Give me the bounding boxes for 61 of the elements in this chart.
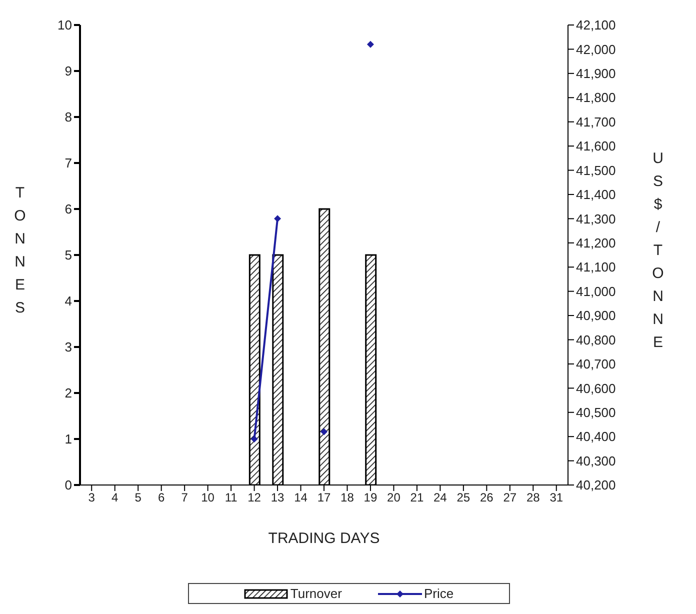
y-axis-title: TONNES — [14, 184, 26, 316]
x-tick-label: 20 — [387, 490, 401, 505]
x-tick-label: 26 — [480, 490, 494, 505]
x-tick-label: 21 — [410, 490, 424, 505]
y2-tick-label: 41,200 — [576, 236, 616, 251]
text: US$/TONNE — [652, 150, 664, 351]
y2-tick-label: 41,000 — [576, 284, 616, 299]
y2-tick-label: 41,400 — [576, 187, 616, 202]
y2-tick-label: 40,500 — [576, 404, 616, 420]
y-tick-label: 10 — [58, 18, 72, 33]
x-tick-label: 13 — [270, 490, 285, 505]
x-tick-label: 10 — [201, 490, 215, 505]
y-tick-label: 6 — [64, 202, 72, 217]
x-tick-label: 18 — [340, 490, 354, 505]
y2-tick-label: 42,000 — [576, 42, 616, 57]
legend-label: Price — [422, 586, 454, 601]
point — [366, 40, 374, 48]
y2-tick-label: 41,700 — [576, 114, 616, 130]
x-tick-label: 12 — [248, 490, 262, 505]
x-tick-label: 24 — [434, 490, 448, 505]
x-tick-label: 17 — [317, 490, 331, 505]
x-tick-label: 3 — [88, 490, 96, 505]
y-tick-label: 9 — [64, 64, 72, 79]
y2-tick-label: 41,500 — [576, 162, 616, 178]
y-tick-label: 7 — [64, 156, 72, 171]
y-tick-label: 2 — [64, 386, 72, 401]
point — [274, 215, 282, 222]
x-tick-label: 4 — [112, 490, 119, 505]
x-tick-label: 5 — [134, 490, 142, 505]
x-tick-label: 6 — [158, 490, 165, 505]
y2-tick-label: 41,800 — [576, 90, 616, 106]
y2-tick-label: 41,900 — [576, 66, 616, 82]
y2-tick-label: 40,600 — [576, 380, 616, 396]
y-tick-label: 3 — [64, 340, 72, 355]
y2-tick-label: 40,200 — [576, 478, 616, 493]
x-tick-label: 28 — [526, 490, 540, 505]
y-tick-label: 5 — [64, 248, 72, 263]
y2-tick-label: 40,900 — [576, 308, 616, 324]
y2-tick-label: 41,100 — [576, 260, 616, 275]
point — [250, 436, 258, 442]
y-tick-label: 8 — [64, 110, 72, 125]
y2-tick-label: 40,800 — [576, 332, 616, 348]
x-tick-label: 25 — [456, 490, 470, 505]
x-axis-title: TRADING DAYS — [268, 530, 380, 547]
x-tick-label: 14 — [294, 490, 308, 505]
x-tick-label: 7 — [181, 490, 188, 505]
y2-tick-label: 40,700 — [576, 356, 616, 372]
y-tick-label: 1 — [64, 432, 72, 447]
y2-tick-label: 40,300 — [576, 453, 616, 468]
x-tick-label: 19 — [364, 490, 378, 505]
legend-label: Turnover — [289, 586, 342, 601]
point — [320, 428, 328, 436]
y-tick-label: 0 — [64, 478, 72, 493]
x-tick-label: 31 — [550, 490, 564, 505]
x-tick-label: 27 — [503, 490, 517, 505]
y2-tick-label: 41,300 — [576, 211, 616, 226]
y2-tick-label: 42,100 — [576, 18, 616, 33]
x-tick-label: 11 — [224, 490, 238, 505]
y2-tick-label: 40,400 — [576, 429, 616, 444]
y2-tick-label: 41,600 — [576, 138, 616, 154]
y-tick-label: 4 — [64, 294, 72, 309]
